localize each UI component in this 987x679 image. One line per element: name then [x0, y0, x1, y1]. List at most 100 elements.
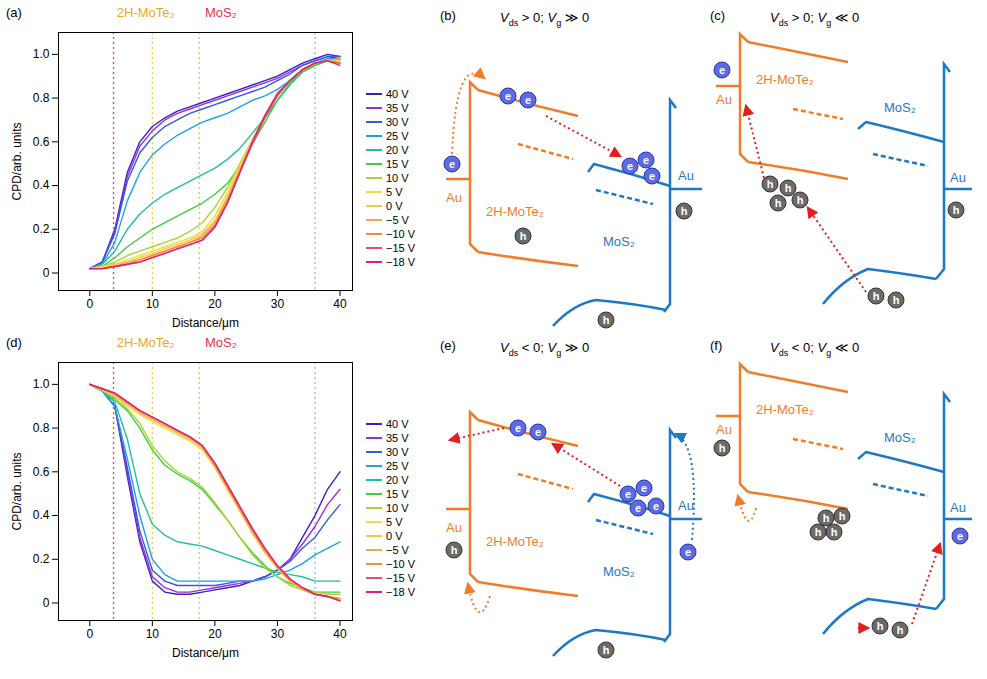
svg-text:(f): (f) [710, 338, 722, 353]
html-text:−5 V: −5 V [386, 214, 409, 226]
svg-text:2H-MoTe₂: 2H-MoTe₂ [756, 402, 814, 417]
svg-text:h: h [451, 544, 458, 556]
svg-text:h: h [520, 230, 527, 242]
svg-text:h: h [785, 182, 792, 194]
svg-text:e: e [653, 500, 659, 512]
svg-text:h: h [681, 205, 688, 217]
html-text:(d): (d) [6, 335, 22, 350]
svg-text:30: 30 [271, 297, 285, 311]
svg-text:0.6: 0.6 [33, 465, 50, 479]
svg-text:MoS₂: MoS₂ [603, 564, 635, 579]
svg-text:h: h [815, 526, 822, 538]
svg-text:e: e [525, 94, 531, 106]
svg-text:e: e [643, 154, 649, 166]
svg-text:h: h [603, 314, 610, 326]
svg-text:e: e [685, 546, 691, 558]
svg-text:e: e [649, 170, 655, 182]
svg-text:0.2: 0.2 [33, 552, 50, 566]
svg-text:e: e [641, 482, 647, 494]
svg-text:Distance/μm: Distance/μm [172, 646, 239, 660]
html-text:2H-MoTe₂: 2H-MoTe₂ [116, 335, 175, 350]
svg-text:CPD/arb. units: CPD/arb. units [10, 452, 24, 530]
svg-text:Vds < 0; Vg ≪ 0: Vds < 0; Vg ≪ 0 [770, 340, 859, 358]
svg-text:0.2: 0.2 [33, 222, 50, 236]
html-text:MoS₂: MoS₂ [205, 5, 237, 20]
svg-text:e: e [957, 530, 963, 542]
svg-text:h: h [775, 197, 782, 209]
svg-text:h: h [603, 644, 610, 656]
svg-text:0.8: 0.8 [33, 421, 50, 435]
svg-text:e: e [635, 502, 641, 514]
svg-text:1.0: 1.0 [33, 47, 50, 61]
svg-text:0: 0 [86, 297, 93, 311]
svg-text:Au: Au [950, 500, 966, 515]
svg-text:h: h [897, 624, 904, 636]
html-text:(a): (a) [6, 5, 22, 20]
svg-text:0.8: 0.8 [33, 91, 50, 105]
svg-text:0.4: 0.4 [33, 178, 50, 192]
svg-text:10: 10 [146, 297, 160, 311]
html-text:35 V: 35 V [386, 102, 409, 114]
svg-text:Au: Au [716, 422, 732, 437]
svg-text:e: e [535, 426, 541, 438]
svg-text:e: e [505, 90, 511, 102]
svg-text:h: h [719, 442, 726, 454]
svg-text:0: 0 [43, 266, 50, 280]
svg-text:MoS₂: MoS₂ [884, 430, 916, 445]
svg-text:20: 20 [208, 297, 222, 311]
svg-text:Au: Au [446, 520, 462, 535]
svg-text:Vds > 0; Vg ≫ 0: Vds > 0; Vg ≫ 0 [500, 10, 589, 28]
svg-text:40: 40 [333, 627, 347, 641]
svg-text:h: h [893, 294, 900, 306]
svg-text:(e): (e) [440, 338, 456, 353]
svg-text:2H-MoTe₂: 2H-MoTe₂ [486, 534, 544, 549]
html-text:10 V: 10 V [386, 172, 409, 184]
svg-text:CPD/arb. units: CPD/arb. units [10, 122, 24, 200]
html-text:MoS₂: MoS₂ [205, 335, 237, 350]
svg-text:h: h [877, 620, 884, 632]
html-text:30 V: 30 V [386, 116, 409, 128]
svg-text:(b): (b) [440, 8, 456, 23]
svg-text:Au: Au [446, 190, 462, 205]
html-text:20 V: 20 V [386, 144, 409, 156]
svg-text:e: e [627, 160, 633, 172]
svg-text:Au: Au [678, 498, 694, 513]
svg-text:20: 20 [208, 627, 222, 641]
html-text:40 V: 40 V [386, 88, 409, 100]
svg-text:h: h [823, 512, 830, 524]
svg-text:MoS₂: MoS₂ [603, 234, 635, 249]
svg-text:2H-MoTe₂: 2H-MoTe₂ [486, 204, 544, 219]
svg-text:Vds > 0; Vg ≪ 0: Vds > 0; Vg ≪ 0 [770, 10, 859, 28]
html-text:15 V: 15 V [386, 158, 409, 170]
html-text:25 V: 25 V [386, 130, 409, 142]
svg-text:Au: Au [950, 170, 966, 185]
svg-text:e: e [719, 64, 725, 76]
svg-text:MoS₂: MoS₂ [884, 100, 916, 115]
svg-text:Vds < 0; Vg ≫ 0: Vds < 0; Vg ≫ 0 [500, 340, 589, 358]
html-text:2H-MoTe₂: 2H-MoTe₂ [116, 5, 175, 20]
svg-text:30: 30 [271, 627, 285, 641]
svg-text:Au: Au [678, 168, 694, 183]
svg-text:(c): (c) [710, 8, 725, 23]
svg-text:h: h [767, 178, 774, 190]
svg-text:h: h [839, 510, 846, 522]
svg-text:h: h [797, 194, 804, 206]
svg-text:0.4: 0.4 [33, 508, 50, 522]
svg-text:2H-MoTe₂: 2H-MoTe₂ [756, 72, 814, 87]
svg-text:e: e [625, 488, 631, 500]
html-text:5 V: 5 V [386, 186, 403, 198]
svg-text:1.0: 1.0 [33, 377, 50, 391]
svg-text:10: 10 [146, 627, 160, 641]
svg-text:40: 40 [333, 297, 347, 311]
svg-text:Au: Au [716, 92, 732, 107]
svg-text:0.6: 0.6 [33, 135, 50, 149]
svg-text:h: h [953, 204, 960, 216]
svg-text:Distance/μm: Distance/μm [172, 316, 239, 330]
svg-text:0: 0 [86, 627, 93, 641]
svg-text:e: e [449, 158, 455, 170]
html-text:0 V: 0 V [386, 200, 403, 212]
svg-text:0: 0 [43, 596, 50, 610]
svg-text:h: h [873, 290, 880, 302]
svg-text:e: e [515, 422, 521, 434]
svg-text:h: h [831, 526, 838, 538]
